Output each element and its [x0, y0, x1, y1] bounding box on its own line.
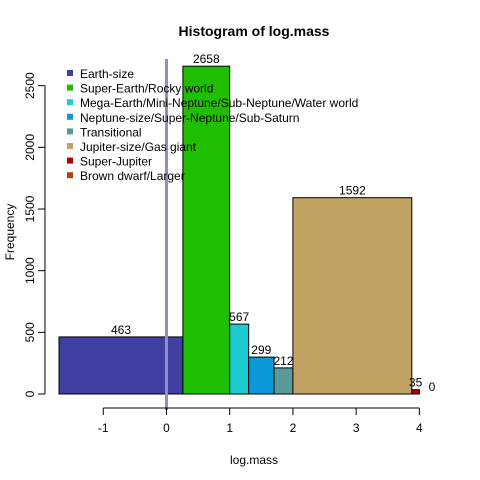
- y-tick-label: 500: [23, 322, 37, 342]
- histogram-bar: [411, 389, 420, 395]
- legend-entry: Transitional: [80, 125, 142, 139]
- histogram-bar: [58, 336, 184, 395]
- y-axis: 0 500 1000 1500 2000 2500: [23, 72, 46, 397]
- y-tick-label: 1500: [23, 195, 37, 222]
- histogram-bar: [182, 65, 231, 395]
- bar-value-label: 299: [251, 343, 271, 357]
- y-axis-label: Frequency: [3, 204, 17, 261]
- x-tick-label: 0: [163, 421, 170, 435]
- legend-swatch: [67, 157, 73, 164]
- histogram-bar: [248, 356, 275, 395]
- legend-swatch: [67, 70, 73, 76]
- legend-entry: Mega-Earth/Mini-Neptune/Sub-Neptune/Wate…: [80, 96, 358, 110]
- y-tick-label: 2500: [23, 72, 37, 99]
- histogram-bar: [292, 197, 413, 395]
- legend-swatch: [67, 99, 73, 106]
- legend-swatch: [67, 143, 73, 149]
- histogram-bar: [273, 367, 294, 395]
- legend-entry: Super-Jupiter: [80, 155, 152, 169]
- bars-group: [58, 65, 420, 395]
- x-tick-label: 1: [226, 421, 233, 435]
- legend-swatch: [67, 172, 73, 179]
- legend-swatch: [67, 128, 73, 135]
- x-tick-label: 2: [290, 421, 297, 435]
- bar-value-label: 35: [409, 376, 423, 390]
- bar-value-label: 1592: [339, 184, 366, 198]
- bar-value-label: 0: [429, 380, 436, 394]
- x-tick-label: 4: [416, 421, 423, 435]
- legend-entry: Jupiter-size/Gas giant: [80, 140, 197, 154]
- histogram-bar: [229, 323, 250, 395]
- x-axis: -1 0 1 2 3 4: [98, 407, 423, 435]
- legend-entry: Super-Earth/Rocky world: [80, 82, 213, 96]
- bar-value-label: 463: [111, 323, 131, 337]
- legend-entry: Neptune-size/Super-Neptune/Sub-Saturn: [80, 111, 299, 125]
- legend-swatch: [67, 113, 73, 120]
- y-tick-label: 0: [23, 390, 37, 397]
- x-axis-label: log.mass: [230, 453, 278, 467]
- x-tick-label: -1: [98, 421, 109, 435]
- bar-value-label: 567: [229, 310, 249, 324]
- legend-swatch: [67, 84, 73, 91]
- y-tick-label: 2000: [23, 134, 37, 161]
- bar-value-label: 2658: [193, 52, 220, 66]
- legend-entry: Earth-size: [80, 67, 134, 81]
- legend-entry: Brown dwarf/Larger: [80, 169, 185, 183]
- y-tick-label: 1000: [23, 257, 37, 284]
- bar-value-label: 212: [273, 354, 293, 368]
- x-tick-label: 3: [353, 421, 360, 435]
- chart-title: Histogram of log.mass: [179, 23, 330, 39]
